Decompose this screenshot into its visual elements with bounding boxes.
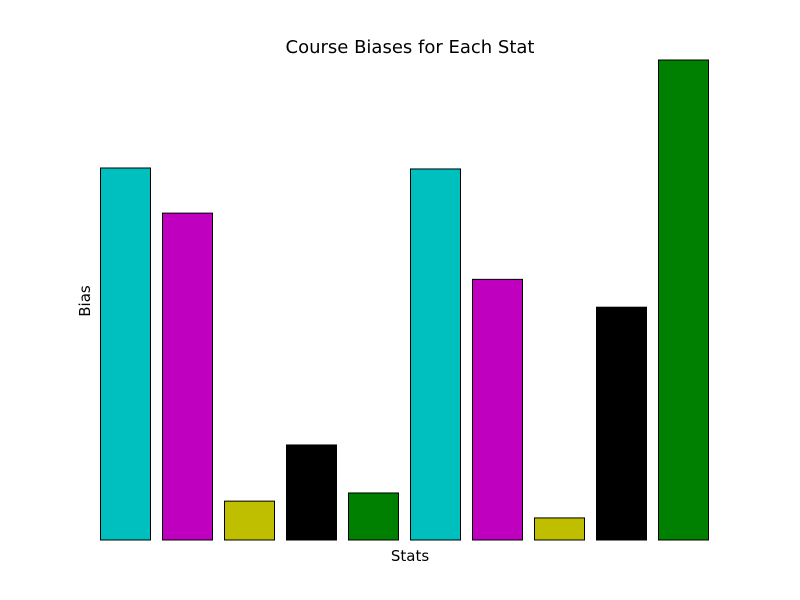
bar-2	[162, 212, 213, 541]
bar-5	[348, 492, 399, 541]
x-axis-label: Stats	[391, 547, 429, 565]
bar-3	[224, 500, 275, 541]
bar-8	[534, 517, 585, 541]
bar-9	[596, 306, 647, 541]
bar-6	[410, 168, 461, 541]
bar-7	[472, 278, 523, 541]
bars-group	[100, 59, 709, 541]
y-axis-label: Bias	[76, 285, 94, 317]
bar-1	[100, 167, 151, 541]
bar-4	[286, 444, 337, 541]
chart-title: Course Biases for Each Stat	[286, 37, 535, 58]
bar-10	[658, 59, 709, 541]
